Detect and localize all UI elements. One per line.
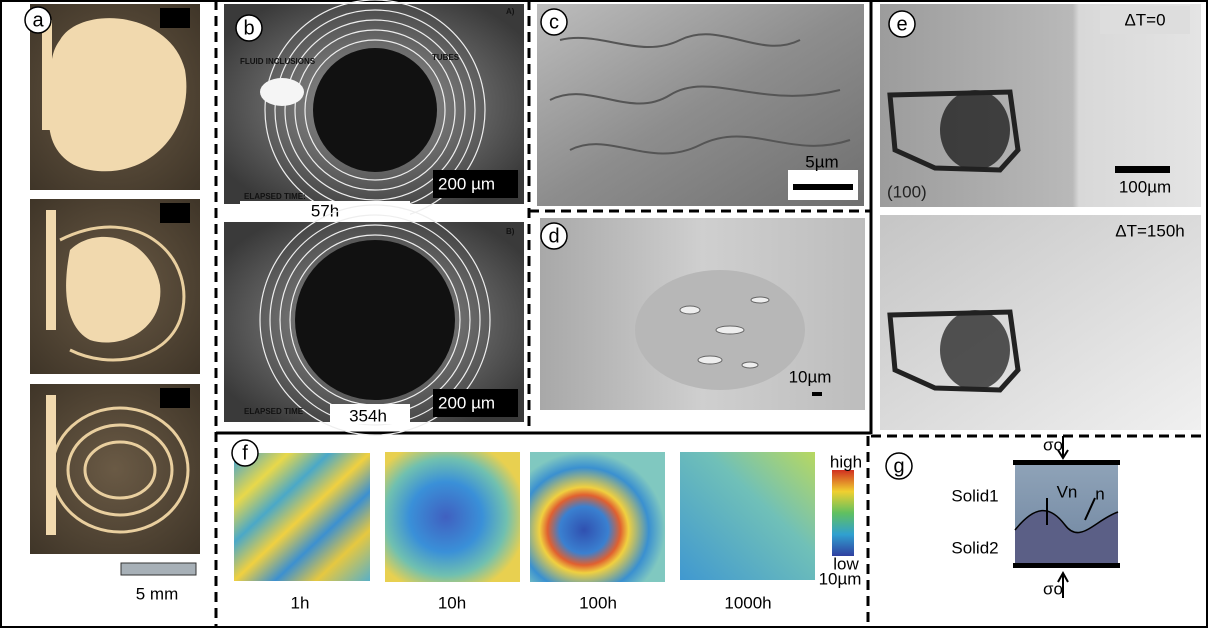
panel-label: b	[243, 17, 254, 39]
panel-label: f	[242, 442, 248, 464]
scale-bar	[793, 184, 853, 190]
panel-label: c	[549, 11, 559, 33]
time-label: 354h	[349, 406, 387, 425]
scale-label: 5µm	[805, 152, 838, 171]
scale-label: 200 µm	[438, 174, 495, 193]
panel-e: ΔT=0 (100) 100µm ΔT=150h e	[880, 4, 1201, 430]
vector-label: n	[1095, 484, 1104, 503]
scale-label: 200 µm	[438, 393, 495, 412]
image-annotation: TUBES	[432, 53, 460, 62]
image-defect	[940, 310, 1010, 390]
stress-label: σo	[1043, 579, 1063, 598]
time-label: ΔT=0	[1124, 10, 1165, 29]
image	[530, 452, 665, 582]
time-label: 57h	[311, 201, 339, 220]
solid-label: Solid1	[951, 486, 998, 505]
scale-bar	[812, 392, 822, 396]
time-label: 1h	[291, 593, 310, 612]
plate	[1013, 460, 1120, 465]
panel-label: e	[896, 13, 907, 35]
scale-label: 10µm	[789, 367, 832, 386]
image-inclusion	[260, 78, 304, 106]
image-core	[295, 240, 455, 400]
image-blob	[46, 395, 56, 535]
image-blob	[42, 20, 52, 130]
scale-label: 5 mm	[136, 584, 179, 603]
image-annotation: ELAPSED TIME	[244, 407, 304, 416]
image-annotation: FLUID INCLUSIONS	[240, 57, 316, 66]
panel-d: 10µm d	[540, 218, 865, 410]
image	[234, 453, 370, 581]
image-marker	[160, 388, 190, 408]
image-annotation: A)	[506, 7, 515, 16]
figure: 5 mm a FLUID INCLUSIONS TUBES A) ELAPSED…	[0, 0, 1208, 628]
image-annotation: B)	[506, 227, 515, 236]
time-label: ΔT=150h	[1115, 221, 1185, 240]
colorbar-label: high	[830, 452, 862, 471]
plate	[1013, 563, 1120, 568]
time-label: 10h	[438, 593, 466, 612]
panel-g: σo Solid1 Vn n Solid2 σo g	[886, 435, 1120, 598]
panel-label: d	[548, 225, 559, 247]
panel-c: 5µm c	[537, 4, 864, 206]
scale-bar	[121, 563, 196, 575]
panel-f: high low 10µm 1h 10h 100h 1000h f	[232, 440, 862, 612]
image-core	[313, 48, 437, 172]
solid-label: Solid2	[951, 538, 998, 557]
image-marker	[160, 8, 190, 28]
scale-label: 10µm	[819, 569, 862, 588]
image	[385, 452, 520, 582]
colorbar	[832, 470, 854, 556]
panel-label: g	[893, 455, 904, 477]
image-annotation: ELAPSED TIME:	[244, 192, 306, 201]
scale-label: 100µm	[1119, 177, 1171, 196]
image	[680, 452, 815, 580]
panel-label: a	[32, 9, 44, 31]
image-marker	[160, 203, 190, 223]
scale-bar	[1115, 166, 1170, 173]
image-defect	[940, 90, 1010, 170]
time-label: 100h	[579, 593, 617, 612]
image	[880, 215, 1201, 430]
orientation-label: (100)	[887, 182, 927, 201]
image-blob	[46, 210, 56, 330]
vector-label: Vn	[1057, 482, 1078, 501]
panel-a: 5 mm a	[25, 4, 200, 603]
panel-b: FLUID INCLUSIONS TUBES A) ELAPSED TIME: …	[224, 0, 524, 435]
stress-label: σo	[1043, 435, 1063, 454]
time-label: 1000h	[724, 593, 771, 612]
